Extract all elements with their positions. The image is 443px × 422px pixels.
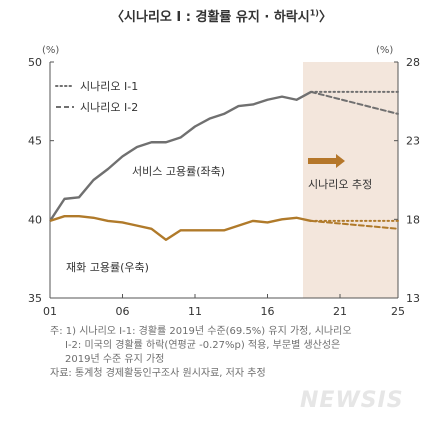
left-axis-tick-label: 50 [28, 56, 42, 69]
x-axis-tick-label: 21 [333, 305, 347, 318]
chart-title: 〈시나리오 Ⅰ : 경활률 유지 · 하락시1)〉 [111, 8, 332, 25]
watermark-logo: NEWSIS [300, 388, 404, 413]
left-axis-tick-label: 35 [28, 292, 42, 305]
source-line: 자료: 통계청 경제활동인구조사 원시자료, 저자 추정 [50, 368, 266, 379]
x-axis-tick-label: 06 [116, 305, 130, 318]
chart-legend: 시나리오 Ⅰ-1 시나리오 Ⅰ-2 [55, 80, 138, 114]
scenario-label: 시나리오 추정 [308, 178, 372, 191]
services-series-label: 서비스 고용률(좌축) [132, 165, 225, 178]
footnotes: 주: 1) 시나리오 Ⅰ-1: 경활률 2019년 수준(69.5%) 유지 가… [50, 325, 430, 381]
left-axis-tick-label: 45 [28, 135, 42, 148]
footnote-line: 주: 1) 시나리오 Ⅰ-1: 경활률 2019년 수준(69.5%) 유지 가… [50, 326, 352, 337]
footnote-line: Ⅰ-2: 미국의 경활률 하락(연평균 -0.27%p) 적용, 부문별 생산성… [65, 340, 341, 351]
goods-employment-line [49, 214, 312, 241]
legend-label-scenario-1: 시나리오 Ⅰ-1 [80, 80, 138, 93]
chart-axes: 35 40 45 50 13 18 23 28 01 06 11 16 21 25 [28, 56, 420, 318]
services-employment-line [48, 90, 312, 222]
chart-lines [48, 90, 399, 241]
right-axis-unit: (%) [376, 45, 393, 56]
right-axis-tick-label: 13 [406, 292, 420, 305]
right-axis-tick-label: 18 [406, 213, 420, 226]
scenario-arrow [308, 154, 345, 168]
goods-series-label: 재화 고용률(우축) [66, 261, 149, 274]
left-axis-unit: (%) [42, 45, 59, 56]
footnote-line: 2019년 수준 유지 가정 [65, 354, 165, 365]
left-axis-tick-label: 40 [28, 213, 42, 226]
x-axis-tick-label: 11 [188, 305, 202, 318]
goods-projection-dashed [310, 219, 399, 230]
right-axis-tick-label: 28 [406, 56, 420, 69]
x-axis-tick-label: 01 [43, 305, 57, 318]
x-axis-tick-label: 16 [261, 305, 275, 318]
x-axis-tick-label: 25 [391, 305, 405, 318]
legend-label-scenario-2: 시나리오 Ⅰ-2 [80, 101, 138, 114]
right-axis-tick-label: 23 [406, 135, 420, 148]
services-projection-dashed [310, 90, 399, 115]
